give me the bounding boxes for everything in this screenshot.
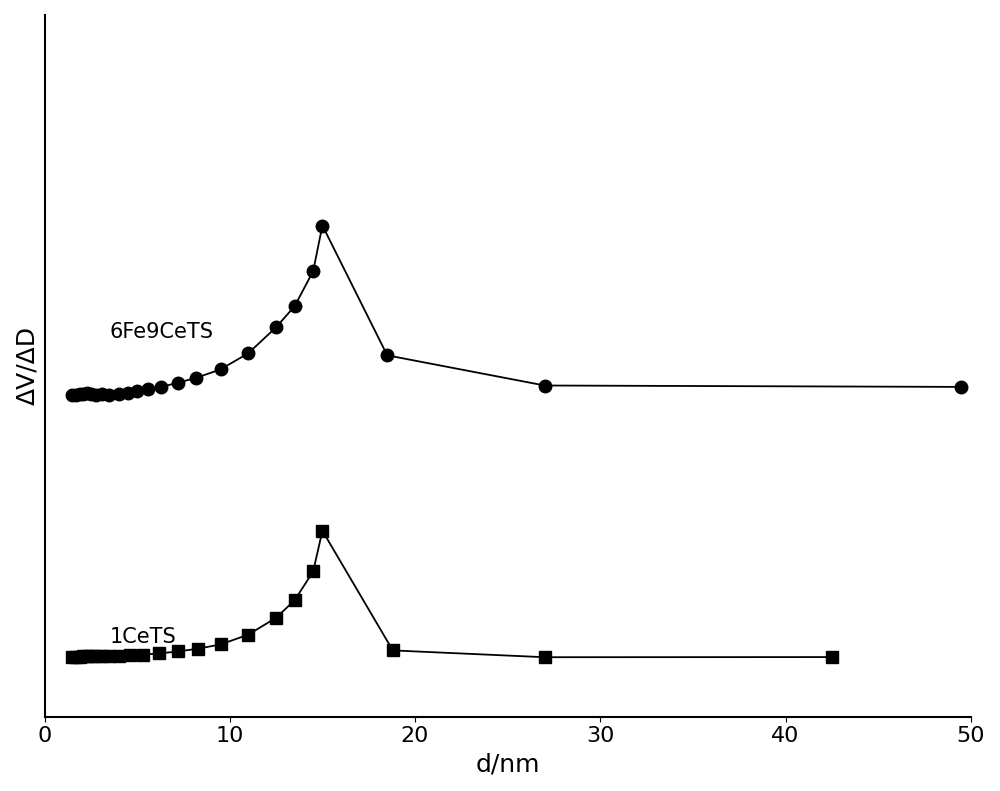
X-axis label: d/nm: d/nm — [475, 752, 540, 776]
Y-axis label: ΔV/ΔD: ΔV/ΔD — [15, 327, 39, 406]
Text: 6Fe9CeTS: 6Fe9CeTS — [109, 322, 213, 342]
Text: 1CeTS: 1CeTS — [109, 627, 176, 647]
